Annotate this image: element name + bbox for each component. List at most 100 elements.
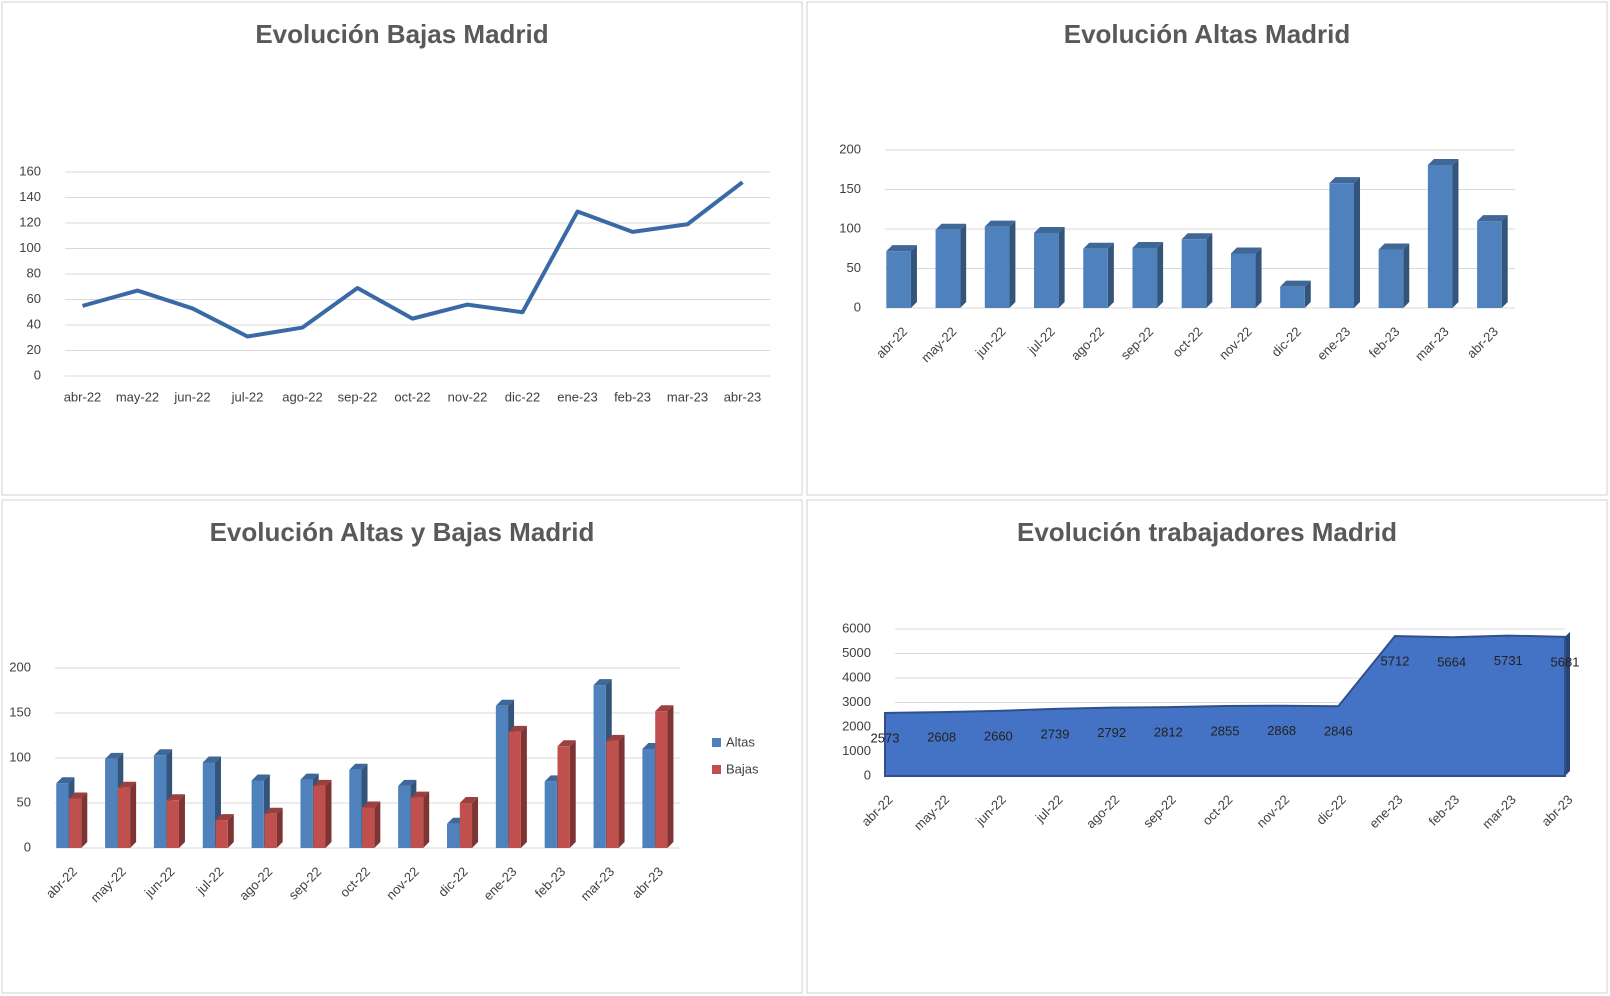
x-tick-label: dic-22 [1313, 792, 1349, 828]
y-tick-label: 40 [27, 316, 41, 331]
legend-swatch [712, 738, 721, 747]
bar-side [569, 740, 576, 848]
x-tick-label: ene-23 [480, 864, 519, 903]
bar [264, 813, 277, 848]
legend-swatch [712, 765, 721, 774]
x-tick-label: jun-22 [141, 864, 178, 901]
bar [593, 685, 606, 848]
value-label: 2792 [1097, 725, 1126, 740]
panel-border [1, 499, 803, 994]
bar-top [1329, 177, 1361, 184]
legend-label: Bajas [726, 761, 759, 776]
y-tick-label: 160 [19, 163, 41, 178]
bar [251, 780, 264, 848]
bar-top [557, 740, 576, 747]
x-tick-label: may-22 [88, 864, 129, 905]
bar [166, 800, 179, 848]
chart-title: Evolución Altas y Bajas Madrid [210, 517, 595, 547]
bar [495, 705, 509, 848]
value-label: 5731 [1494, 653, 1523, 668]
x-tick-label: nov-22 [448, 389, 488, 404]
x-tick-label: ene-23 [1314, 324, 1353, 363]
bar-side [667, 705, 674, 848]
bar-top [886, 245, 917, 252]
area-side [1565, 631, 1570, 776]
panel-border [806, 499, 1608, 994]
bar [1378, 249, 1404, 308]
bar [1230, 253, 1256, 308]
x-tick-label: nov-22 [1254, 792, 1293, 831]
bar-side [1206, 233, 1213, 308]
bar [1034, 232, 1059, 308]
y-tick-label: 50 [17, 794, 31, 809]
x-tick-label: oct-22 [1199, 792, 1235, 828]
x-tick-label: nov-22 [1216, 324, 1255, 363]
x-tick-label: dic-22 [1268, 324, 1304, 360]
bar [984, 226, 1010, 308]
bar [557, 746, 570, 848]
chart-panel: Evolución Altas y Bajas Madrid 0 50 100 150 2… [1, 499, 803, 994]
x-tick-label: abr-23 [1538, 792, 1575, 829]
x-tick-label: ago-22 [1068, 324, 1107, 363]
y-tick-label: 1000 [842, 743, 871, 758]
y-tick-label: 4000 [842, 669, 871, 684]
bar-top [398, 779, 417, 786]
bar-top [984, 220, 1016, 227]
y-tick-label: 200 [9, 659, 31, 674]
bar-side [1107, 242, 1114, 308]
value-label: 2868 [1267, 723, 1296, 738]
x-tick-label: abr-22 [858, 792, 895, 829]
y-tick-label: 0 [24, 839, 31, 854]
bar [1329, 183, 1355, 308]
chart-panel: Evolución Altas Madrid 0 50 100 150 200 abr-22… [806, 1, 1608, 496]
value-label: 2846 [1324, 724, 1353, 739]
value-label: 2660 [984, 728, 1013, 743]
bar-top [202, 756, 221, 763]
bar-side [374, 801, 381, 848]
x-tick-label: ago-22 [1083, 792, 1122, 831]
value-label: 2855 [1211, 723, 1240, 738]
bar [105, 758, 118, 848]
x-tick-label: jun-22 [972, 792, 1009, 829]
x-tick-label: sep-22 [1140, 792, 1179, 831]
y-tick-label: 80 [27, 265, 41, 280]
bar-side [520, 725, 527, 848]
bar [1477, 221, 1502, 308]
bar-top [300, 773, 319, 780]
chart-title: Evolución Altas Madrid [1064, 19, 1351, 49]
chart-panel: Evolución trabajadores Madrid 0 1000 2000 30… [806, 499, 1608, 994]
y-tick-label: 140 [19, 189, 41, 204]
value-label: 2608 [927, 730, 956, 745]
bar-side [1501, 215, 1508, 308]
value-label: 5681 [1551, 654, 1580, 669]
bar-top [313, 779, 332, 786]
y-tick-label: 100 [19, 240, 41, 255]
y-tick-label: 100 [9, 749, 31, 764]
bar-top [1083, 242, 1114, 249]
bar-side [1058, 226, 1065, 308]
bar [398, 785, 411, 848]
y-tick-label: 150 [839, 181, 861, 196]
bar-side [81, 792, 88, 848]
bar [606, 740, 619, 848]
bar [1280, 286, 1305, 308]
bar-top [593, 679, 612, 686]
bar-top [69, 792, 88, 799]
bar-side [178, 794, 185, 848]
x-tick-label: sep-22 [285, 864, 324, 903]
bar [117, 787, 131, 848]
y-tick-label: 0 [864, 767, 871, 782]
bar [69, 798, 82, 848]
x-tick-label: jul-22 [193, 864, 227, 898]
x-tick-label: ene-23 [557, 389, 597, 404]
x-tick-label: sep-22 [338, 389, 378, 404]
bar [459, 803, 473, 848]
bar-top [1181, 233, 1213, 240]
bar [544, 781, 557, 848]
bar [410, 797, 424, 848]
bar-side [618, 734, 625, 848]
bar-top [56, 777, 75, 784]
x-tick-label: may-22 [918, 324, 959, 365]
line-series [81, 180, 744, 339]
